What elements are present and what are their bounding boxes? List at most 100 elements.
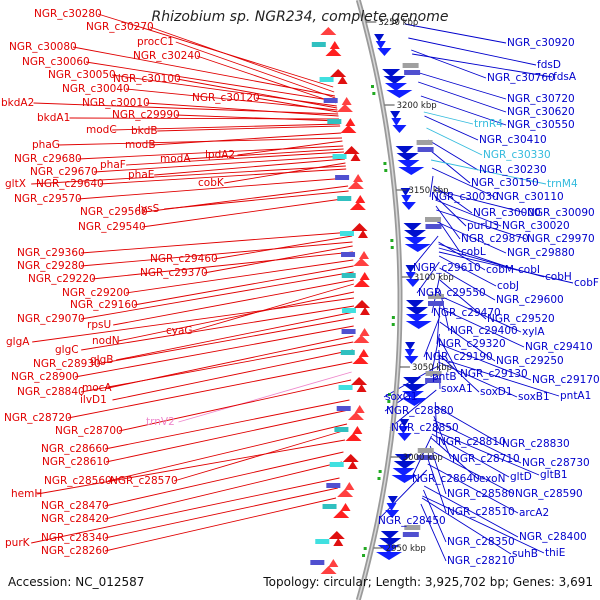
feature-dot [363,547,367,550]
gene-block-forward [403,377,422,385]
gene-block-forward [383,76,406,84]
leader-line [93,155,345,173]
leader-line [154,158,345,176]
leader-line [164,190,349,210]
leader-line [105,409,349,463]
gene-label-right: NGR_c28810 [438,436,506,448]
accession-text: Accession: NC_012587 [8,575,144,589]
leader-line [439,267,496,301]
gene-label-left: bkdB [131,125,158,137]
gene-label-right: soxG1 [385,391,418,403]
gene-label-right: NGR_c30000 [473,207,541,219]
feature-block [417,448,434,453]
leader-line [213,235,353,260]
leader-line [80,341,354,393]
gene-block-reverse [340,125,357,133]
gene-label-left: modA [160,153,191,165]
gene-label-left: NGR_c30100 [113,73,181,85]
gene-label-right: gltB1 [540,469,568,481]
gene-block-forward [403,230,426,238]
leader-lines [31,13,574,562]
leader-line [255,97,338,113]
gene-block-forward [397,433,412,441]
leader-line [80,231,352,254]
gene-label-right: NGR_c30020 [502,220,570,232]
gene-label-left: modB [125,139,156,151]
gene-label-left: NGR_c29220 [28,273,96,285]
gene-label-left: ilvD1 [80,394,107,406]
gene-block-reverse [330,69,347,77]
feature-block [336,406,351,411]
gene-label-left: glgC [55,344,79,356]
gene-label-right: NGR_c28350 [447,536,515,548]
feature-block [416,140,433,145]
leader-line [77,177,348,200]
gene-label-right: NGR_c30090 [527,207,595,219]
leader-line [431,167,496,198]
leader-line [427,459,447,513]
gene-block-reverse [325,48,342,56]
leader-line [431,437,479,480]
gene-label-left: NGR_c28840 [17,386,85,398]
gene-block-reverse [345,118,356,126]
feature-block [341,273,356,278]
gene-label-left: NGR_c29460 [150,253,218,265]
gene-features [310,27,444,574]
leader-line [31,165,346,185]
kbp-tick-label: 3150 kbp [408,186,448,196]
gene-label-right: NGR_c29610 [413,262,481,274]
gene-label-right: NGR_c29130 [460,368,528,380]
feature-dot [387,400,391,403]
gene-label-left: NGR_c28720 [4,412,72,424]
gene-block-forward [401,391,424,399]
gene-label-right: trnR4 [474,118,503,130]
feature-block [427,301,444,306]
feature-dot [390,239,394,242]
leader-line [176,78,338,109]
leader-line [416,261,440,294]
gene-label-right: xylA [522,326,545,338]
feature-block [310,560,325,565]
gene-label-right: NGR_c30620 [507,106,575,118]
gene-block-forward [402,384,425,392]
gene-label-left: NGR_c28900 [11,371,79,383]
feature-block [337,196,352,201]
gene-label-left: NGR_c29160 [70,299,138,311]
genome-backbone-highlight [357,0,401,600]
gene-block-forward [404,244,431,252]
gene-block-forward [405,307,428,315]
leader-line [58,137,343,146]
leader-line [80,241,353,267]
gene-block-forward [386,503,397,511]
gene-label-right: NGR_c29880 [507,247,575,259]
leader-line [438,255,497,287]
feature-block [417,147,434,152]
feature-dot [390,246,394,249]
gene-block-reverse [336,104,353,112]
gene-label-right: NGR_c29520 [487,313,555,325]
gene-block-forward [391,475,418,483]
leader-line [423,111,474,125]
gene-label-right: NGR_c28450 [378,515,446,527]
feature-dot [370,85,374,88]
gene-label-right: NGR_c29320 [438,338,506,350]
gene-block-reverse [352,426,363,434]
feature-dot [391,323,395,326]
leader-line [437,221,507,254]
feature-dot [362,554,366,557]
gene-label-left: lysS [138,203,160,215]
gene-label-right: NGR_c29600 [496,294,564,306]
gene-block-forward [374,34,385,42]
leader-line [404,23,507,44]
gene-block-reverse [333,510,350,518]
gene-label-right: NGR_c29190 [425,351,493,363]
gene-block-reverse [345,433,362,441]
gene-block-reverse [341,97,352,105]
leader-line [91,251,353,280]
gene-label-right: NGR_c30760 [487,72,555,84]
feature-block [341,308,356,313]
feature-block [329,462,344,467]
leader-line [80,271,354,320]
gene-label-right: NGR_c29170 [532,374,600,386]
leader-line [436,209,527,240]
